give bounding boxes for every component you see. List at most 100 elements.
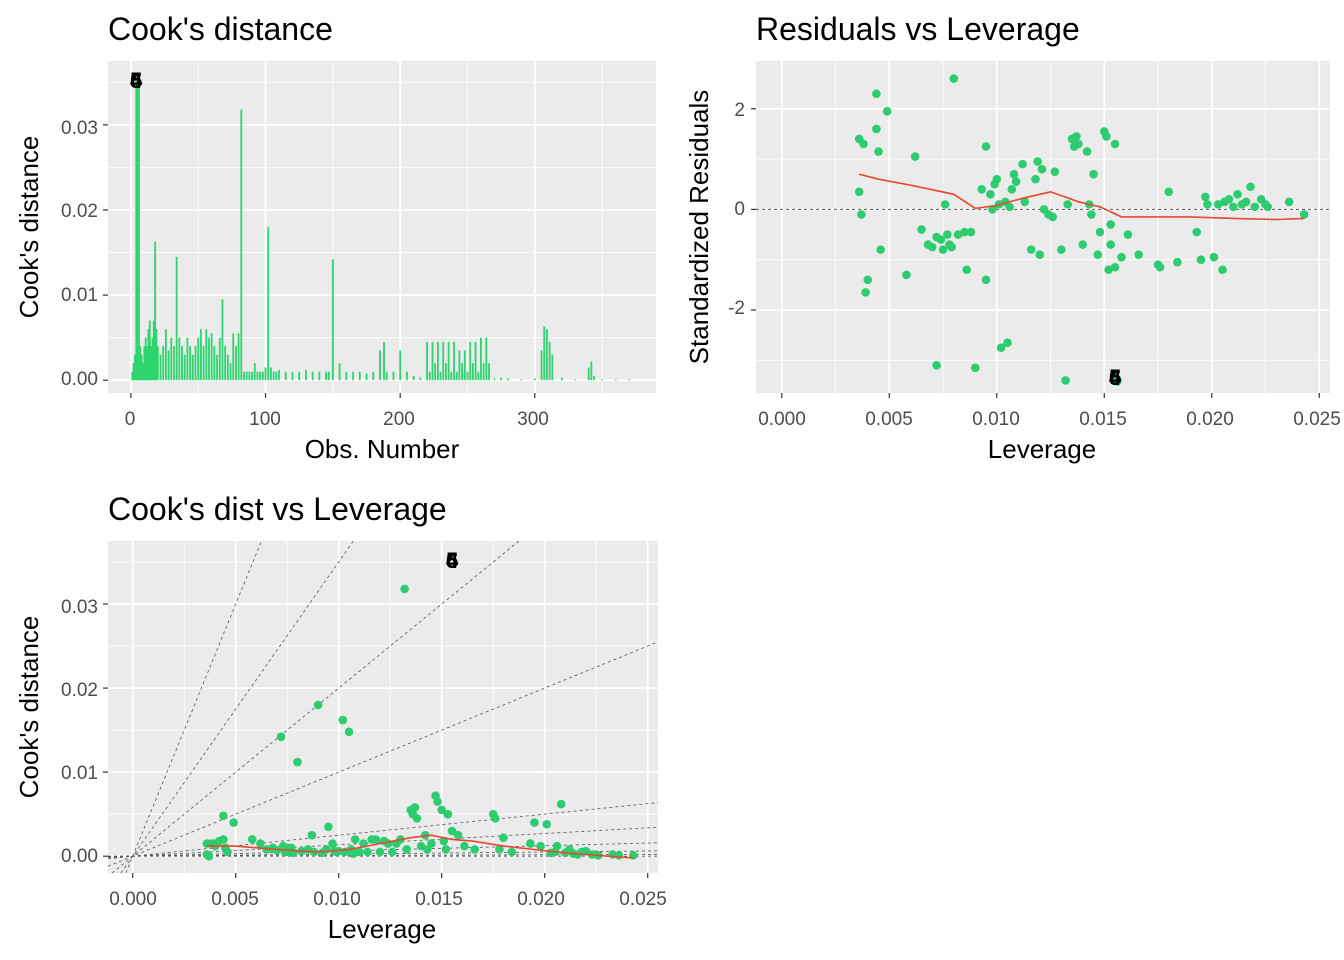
bar [162,346,165,381]
data-point [962,265,971,275]
data-point [247,835,257,844]
data-point [536,841,545,851]
bar [261,371,264,381]
bar [327,371,330,381]
reference-line [107,802,659,860]
bar [331,259,334,381]
x-tick-label: 200 [383,409,415,430]
bar [461,363,464,381]
data-point [1009,169,1019,179]
bar [453,341,455,381]
data-point [453,830,463,840]
bar [139,346,142,381]
panel-title: Residuals vs Leverage [756,11,1080,47]
bar [520,379,523,381]
bar [154,241,157,381]
data-point [427,839,436,848]
data-point [927,242,937,252]
bar [442,341,445,381]
plot-background [756,61,1330,393]
bar [232,333,235,381]
data-point [556,799,566,809]
bar [131,371,134,381]
x-tick-label: 0.005 [865,409,913,430]
smooth-line [858,173,1305,221]
data-point [1082,147,1092,156]
x-tick-label: 0.015 [1079,409,1127,430]
data-point [938,245,948,254]
data-point [1123,230,1133,239]
bar [471,363,474,381]
data-point [470,845,479,854]
bar [434,363,437,381]
x-tick-label: 0.015 [415,889,463,910]
reference-line [120,540,354,874]
data-point [324,822,333,832]
data-point [219,835,228,844]
data-point [986,190,995,199]
data-point [977,184,987,194]
data-point [1048,212,1057,222]
data-point [371,835,381,844]
data-point [490,814,500,823]
bar [480,337,482,381]
point-label: 4 [1109,365,1122,390]
bar [593,375,595,381]
bar [194,346,197,381]
data-point [996,343,1006,353]
data-point [910,152,920,161]
data-point [272,846,282,855]
bar [167,350,170,381]
bar [447,341,450,381]
bar [216,354,218,381]
bar [181,346,183,381]
data-point [1102,132,1111,141]
data-point [1134,250,1143,259]
bar [488,363,490,381]
bar [151,337,154,381]
x-tick-label: 0.020 [1186,409,1234,430]
y-tick-label: 0.02 [61,201,98,222]
bar [540,350,543,381]
bar [164,329,167,381]
data-point [219,811,228,821]
data-point [917,225,926,234]
data-point [861,288,870,297]
bar [338,363,341,381]
bar [191,354,194,381]
cooks-vs-leverage-panel: Cook's dist vs Leverage 0.00 0.01 0.02 0… [14,491,667,944]
bar [383,341,385,381]
data-point [350,835,360,844]
data-point [1213,200,1223,209]
data-point [876,245,885,254]
y-tick-label: 0.00 [61,369,98,390]
bar [352,371,354,381]
bar [439,371,442,381]
y-tick-label: -2 [728,298,745,319]
bar [275,371,278,381]
data-point [1005,202,1014,212]
data-point [1007,184,1017,194]
data-point [1056,245,1066,254]
bar [197,337,200,381]
y-tick-label: 0.03 [61,597,98,618]
data-point [1117,252,1126,262]
bar [134,354,136,381]
x-tick-label: 0.000 [758,409,806,430]
bar [485,337,488,381]
bar [477,371,480,381]
data-point [542,819,552,829]
data-point [859,139,868,149]
data-point [400,584,409,594]
data-point [355,847,364,857]
y-tick-label: 0.03 [61,118,98,139]
data-point [932,361,941,370]
data-point [507,847,517,857]
data-point [1263,202,1272,212]
bar [450,371,453,381]
x-axis-title: Leverage [988,434,1096,464]
bar [560,377,563,381]
plot-background [108,61,656,393]
data-point [1246,182,1255,192]
